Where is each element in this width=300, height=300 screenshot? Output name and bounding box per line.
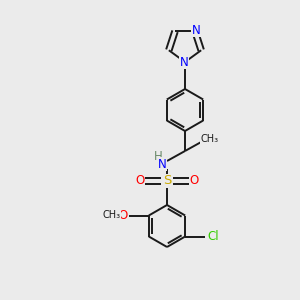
Text: O: O [189, 175, 199, 188]
Text: H: H [154, 149, 162, 163]
Text: CH₃: CH₃ [103, 211, 121, 220]
Text: N: N [192, 24, 200, 37]
Text: CH₃: CH₃ [201, 134, 219, 144]
Text: Cl: Cl [207, 230, 219, 243]
Text: O: O [118, 209, 128, 222]
Text: O: O [135, 175, 145, 188]
Text: N: N [158, 158, 166, 170]
Text: N: N [180, 56, 188, 68]
Text: S: S [163, 175, 171, 188]
